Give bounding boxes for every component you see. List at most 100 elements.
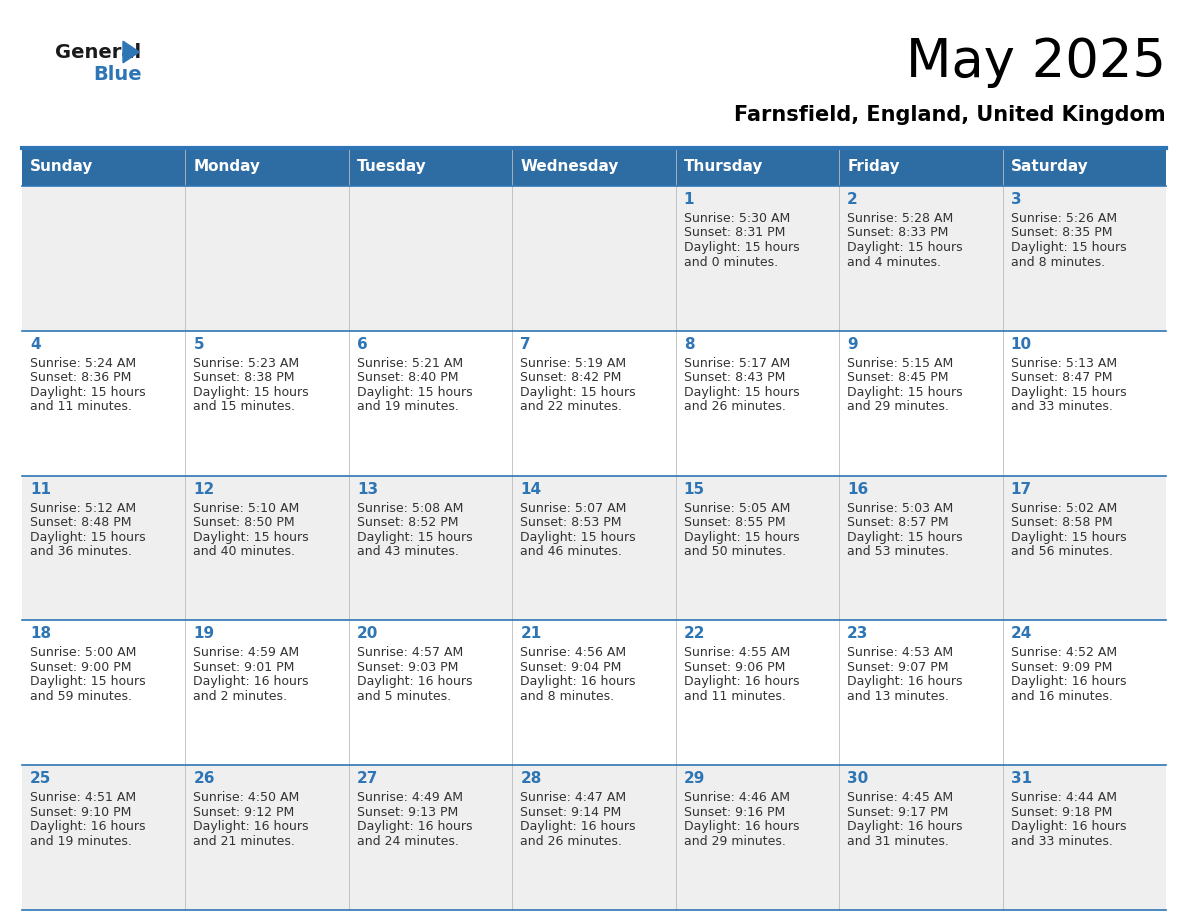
Text: Sunrise: 4:45 AM: Sunrise: 4:45 AM: [847, 791, 953, 804]
Text: 4: 4: [30, 337, 40, 352]
Text: Sunrise: 4:46 AM: Sunrise: 4:46 AM: [684, 791, 790, 804]
Text: and 16 minutes.: and 16 minutes.: [1011, 690, 1112, 703]
Text: Sunrise: 4:51 AM: Sunrise: 4:51 AM: [30, 791, 137, 804]
Text: 28: 28: [520, 771, 542, 786]
Text: Sunrise: 5:30 AM: Sunrise: 5:30 AM: [684, 212, 790, 225]
Text: Sunset: 9:00 PM: Sunset: 9:00 PM: [30, 661, 132, 674]
Text: Daylight: 16 hours: Daylight: 16 hours: [30, 820, 145, 834]
Text: Sunset: 9:07 PM: Sunset: 9:07 PM: [847, 661, 949, 674]
Text: Sunrise: 5:12 AM: Sunrise: 5:12 AM: [30, 501, 137, 515]
Text: and 36 minutes.: and 36 minutes.: [30, 545, 132, 558]
Polygon shape: [124, 41, 139, 62]
Text: Daylight: 15 hours: Daylight: 15 hours: [520, 531, 636, 543]
Text: Monday: Monday: [194, 160, 260, 174]
Bar: [23, 330, 1165, 476]
Text: 26: 26: [194, 771, 215, 786]
Text: Sunrise: 5:19 AM: Sunrise: 5:19 AM: [520, 357, 626, 370]
Bar: [23, 766, 1165, 910]
Text: and 43 minutes.: and 43 minutes.: [356, 545, 459, 558]
Text: Daylight: 15 hours: Daylight: 15 hours: [1011, 386, 1126, 398]
Text: and 19 minutes.: and 19 minutes.: [30, 834, 132, 847]
Text: Daylight: 16 hours: Daylight: 16 hours: [356, 820, 473, 834]
Text: 18: 18: [30, 626, 51, 642]
Text: and 2 minutes.: and 2 minutes.: [194, 690, 287, 703]
Text: and 24 minutes.: and 24 minutes.: [356, 834, 459, 847]
Text: and 21 minutes.: and 21 minutes.: [194, 834, 296, 847]
Text: Sunset: 8:35 PM: Sunset: 8:35 PM: [1011, 227, 1112, 240]
Text: Sunrise: 4:59 AM: Sunrise: 4:59 AM: [194, 646, 299, 659]
Text: Daylight: 15 hours: Daylight: 15 hours: [1011, 241, 1126, 254]
Text: Sunset: 9:06 PM: Sunset: 9:06 PM: [684, 661, 785, 674]
Text: and 5 minutes.: and 5 minutes.: [356, 690, 451, 703]
Text: 22: 22: [684, 626, 706, 642]
Text: 21: 21: [520, 626, 542, 642]
Text: Daylight: 16 hours: Daylight: 16 hours: [520, 820, 636, 834]
Text: Sunset: 8:31 PM: Sunset: 8:31 PM: [684, 227, 785, 240]
Text: Daylight: 16 hours: Daylight: 16 hours: [194, 676, 309, 688]
Text: and 29 minutes.: and 29 minutes.: [684, 834, 785, 847]
Text: 2: 2: [847, 192, 858, 207]
Text: 11: 11: [30, 482, 51, 497]
Text: Sunrise: 5:24 AM: Sunrise: 5:24 AM: [30, 357, 137, 370]
Text: Sunrise: 5:13 AM: Sunrise: 5:13 AM: [1011, 357, 1117, 370]
Text: and 11 minutes.: and 11 minutes.: [30, 400, 132, 413]
Text: Thursday: Thursday: [684, 160, 763, 174]
Bar: [676, 148, 839, 186]
Text: Sunrise: 5:07 AM: Sunrise: 5:07 AM: [520, 501, 626, 515]
Text: and 11 minutes.: and 11 minutes.: [684, 690, 785, 703]
Text: Sunrise: 5:15 AM: Sunrise: 5:15 AM: [847, 357, 954, 370]
Text: Sunrise: 5:26 AM: Sunrise: 5:26 AM: [1011, 212, 1117, 225]
Text: Sunset: 9:12 PM: Sunset: 9:12 PM: [194, 806, 295, 819]
Text: Wednesday: Wednesday: [520, 160, 619, 174]
Text: Daylight: 16 hours: Daylight: 16 hours: [847, 820, 962, 834]
Text: 3: 3: [1011, 192, 1022, 207]
Text: Sunrise: 4:50 AM: Sunrise: 4:50 AM: [194, 791, 299, 804]
Text: 24: 24: [1011, 626, 1032, 642]
Text: General: General: [55, 42, 141, 62]
Text: Sunset: 9:16 PM: Sunset: 9:16 PM: [684, 806, 785, 819]
Text: Daylight: 16 hours: Daylight: 16 hours: [194, 820, 309, 834]
Text: Tuesday: Tuesday: [356, 160, 426, 174]
Text: Sunrise: 5:10 AM: Sunrise: 5:10 AM: [194, 501, 299, 515]
Text: and 56 minutes.: and 56 minutes.: [1011, 545, 1113, 558]
Text: Daylight: 15 hours: Daylight: 15 hours: [684, 531, 800, 543]
Text: 6: 6: [356, 337, 367, 352]
Bar: [839, 148, 1003, 186]
Text: 8: 8: [684, 337, 694, 352]
Text: Sunset: 8:45 PM: Sunset: 8:45 PM: [847, 371, 949, 385]
Text: Sunrise: 5:23 AM: Sunrise: 5:23 AM: [194, 357, 299, 370]
Text: Daylight: 15 hours: Daylight: 15 hours: [30, 676, 146, 688]
Text: Daylight: 16 hours: Daylight: 16 hours: [1011, 820, 1126, 834]
Text: 7: 7: [520, 337, 531, 352]
Text: Sunset: 8:36 PM: Sunset: 8:36 PM: [30, 371, 132, 385]
Bar: [23, 621, 1165, 766]
Text: Sunset: 9:04 PM: Sunset: 9:04 PM: [520, 661, 621, 674]
Text: Sunrise: 4:49 AM: Sunrise: 4:49 AM: [356, 791, 463, 804]
Text: Sunset: 9:14 PM: Sunset: 9:14 PM: [520, 806, 621, 819]
Text: Daylight: 15 hours: Daylight: 15 hours: [30, 531, 146, 543]
Text: Daylight: 15 hours: Daylight: 15 hours: [847, 386, 962, 398]
Text: and 22 minutes.: and 22 minutes.: [520, 400, 623, 413]
Text: Sunrise: 4:57 AM: Sunrise: 4:57 AM: [356, 646, 463, 659]
Text: Sunset: 8:52 PM: Sunset: 8:52 PM: [356, 516, 459, 529]
Text: Sunrise: 5:03 AM: Sunrise: 5:03 AM: [847, 501, 954, 515]
Text: Sunset: 9:10 PM: Sunset: 9:10 PM: [30, 806, 132, 819]
Text: 5: 5: [194, 337, 204, 352]
Text: and 33 minutes.: and 33 minutes.: [1011, 400, 1112, 413]
Text: Sunset: 8:33 PM: Sunset: 8:33 PM: [847, 227, 948, 240]
Text: and 40 minutes.: and 40 minutes.: [194, 545, 296, 558]
Text: Sunrise: 4:52 AM: Sunrise: 4:52 AM: [1011, 646, 1117, 659]
Text: Sunrise: 4:56 AM: Sunrise: 4:56 AM: [520, 646, 626, 659]
Bar: [512, 148, 676, 186]
Text: 15: 15: [684, 482, 704, 497]
Text: 25: 25: [30, 771, 51, 786]
Text: 16: 16: [847, 482, 868, 497]
Text: and 15 minutes.: and 15 minutes.: [194, 400, 296, 413]
Text: Sunset: 8:55 PM: Sunset: 8:55 PM: [684, 516, 785, 529]
Text: Daylight: 15 hours: Daylight: 15 hours: [194, 386, 309, 398]
Text: Sunrise: 5:05 AM: Sunrise: 5:05 AM: [684, 501, 790, 515]
Text: Sunrise: 5:00 AM: Sunrise: 5:00 AM: [30, 646, 137, 659]
Text: 29: 29: [684, 771, 706, 786]
Text: and 0 minutes.: and 0 minutes.: [684, 255, 778, 268]
Text: Farnsfield, England, United Kingdom: Farnsfield, England, United Kingdom: [734, 105, 1165, 125]
